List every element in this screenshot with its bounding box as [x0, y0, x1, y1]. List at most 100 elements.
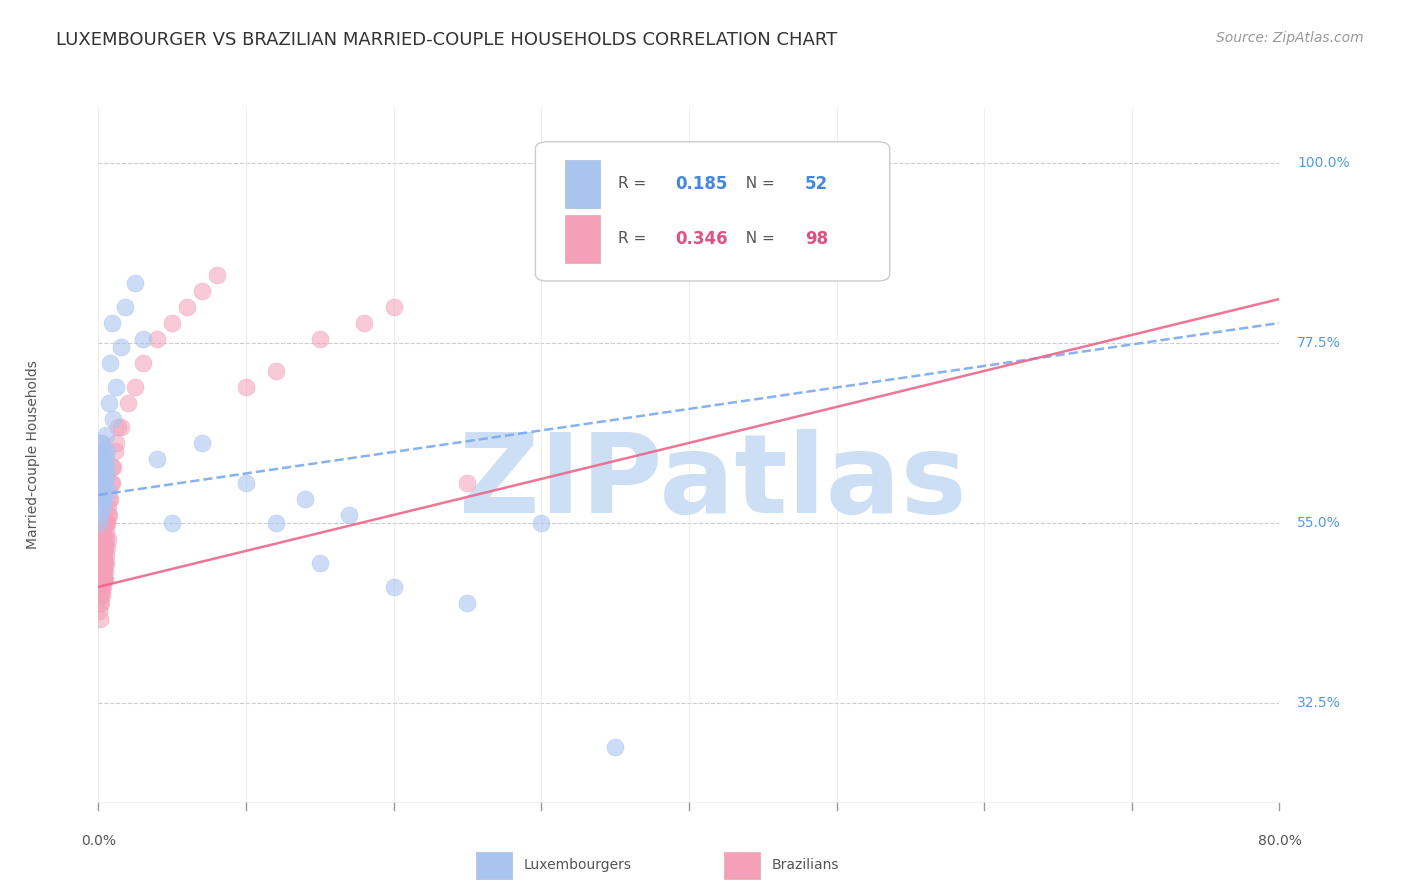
Text: Source: ZipAtlas.com: Source: ZipAtlas.com	[1216, 31, 1364, 45]
Point	[93, 564, 115, 578]
Point	[89, 572, 111, 586]
Point	[103, 459, 125, 474]
Point	[91, 532, 114, 546]
Point	[94, 540, 117, 554]
Point	[93, 444, 115, 458]
Point	[90, 540, 112, 554]
Point	[101, 459, 124, 474]
Point	[91, 475, 114, 490]
Point	[104, 444, 127, 458]
Point	[89, 596, 111, 610]
Point	[107, 420, 129, 434]
Point	[114, 300, 136, 314]
Point	[98, 491, 121, 506]
Point	[90, 467, 112, 482]
Point	[235, 475, 257, 490]
Point	[91, 459, 114, 474]
Point	[605, 739, 627, 754]
Point	[97, 532, 120, 546]
Point	[264, 364, 287, 378]
Point	[91, 548, 114, 562]
Point	[89, 612, 111, 626]
Point	[94, 524, 117, 538]
Text: 55.0%: 55.0%	[1298, 516, 1341, 530]
Point	[105, 380, 128, 394]
Point	[94, 556, 117, 570]
Point	[94, 428, 117, 442]
Point	[89, 540, 111, 554]
Point	[93, 467, 115, 482]
Point	[91, 588, 114, 602]
Point	[91, 564, 114, 578]
Point	[98, 356, 121, 370]
Point	[97, 508, 120, 522]
Point	[93, 540, 115, 554]
Point	[162, 316, 183, 330]
Point	[100, 475, 122, 490]
Point	[93, 548, 115, 562]
Point	[89, 564, 111, 578]
Point	[90, 556, 112, 570]
Point	[93, 540, 115, 554]
Point	[91, 556, 114, 570]
Point	[94, 475, 117, 490]
Point	[90, 596, 112, 610]
Point	[93, 564, 115, 578]
Point	[132, 332, 155, 346]
Point	[89, 540, 111, 554]
Text: 98: 98	[804, 230, 828, 248]
Point	[89, 580, 111, 594]
Text: Brazilians: Brazilians	[772, 858, 839, 872]
Point	[264, 516, 287, 530]
Point	[456, 475, 478, 490]
Point	[530, 516, 553, 530]
Text: Married-couple Households: Married-couple Households	[27, 360, 41, 549]
Point	[90, 524, 112, 538]
Point	[132, 356, 155, 370]
Point	[91, 564, 114, 578]
Bar	[565, 160, 600, 208]
Point	[309, 332, 332, 346]
Point	[146, 451, 169, 466]
Text: 77.5%: 77.5%	[1298, 336, 1341, 350]
Point	[97, 483, 120, 498]
Point	[353, 316, 375, 330]
Point	[89, 508, 111, 522]
Point	[382, 580, 405, 594]
Point	[191, 284, 214, 298]
Point	[90, 564, 112, 578]
Point	[91, 548, 114, 562]
Point	[96, 516, 118, 530]
Text: 80.0%: 80.0%	[1257, 834, 1302, 848]
Point	[90, 588, 112, 602]
Point	[90, 444, 112, 458]
Point	[110, 420, 132, 434]
Point	[89, 572, 111, 586]
Point	[89, 491, 111, 506]
Point	[89, 580, 111, 594]
Point	[89, 556, 111, 570]
Point	[90, 572, 112, 586]
Text: N =: N =	[737, 231, 780, 246]
Point	[337, 508, 360, 522]
Point	[89, 564, 111, 578]
Point	[93, 516, 115, 530]
Point	[90, 500, 112, 514]
Point	[124, 276, 146, 290]
Point	[96, 540, 118, 554]
Point	[90, 475, 112, 490]
Point	[382, 300, 405, 314]
Point	[456, 596, 478, 610]
Point	[89, 588, 111, 602]
Point	[97, 396, 120, 410]
Point	[93, 572, 115, 586]
Point	[94, 548, 117, 562]
Point	[103, 412, 125, 426]
Point	[91, 540, 114, 554]
Point	[110, 340, 132, 354]
Point	[91, 580, 114, 594]
Text: 0.0%: 0.0%	[82, 834, 115, 848]
Point	[97, 508, 120, 522]
Point	[89, 475, 111, 490]
Point	[91, 524, 114, 538]
